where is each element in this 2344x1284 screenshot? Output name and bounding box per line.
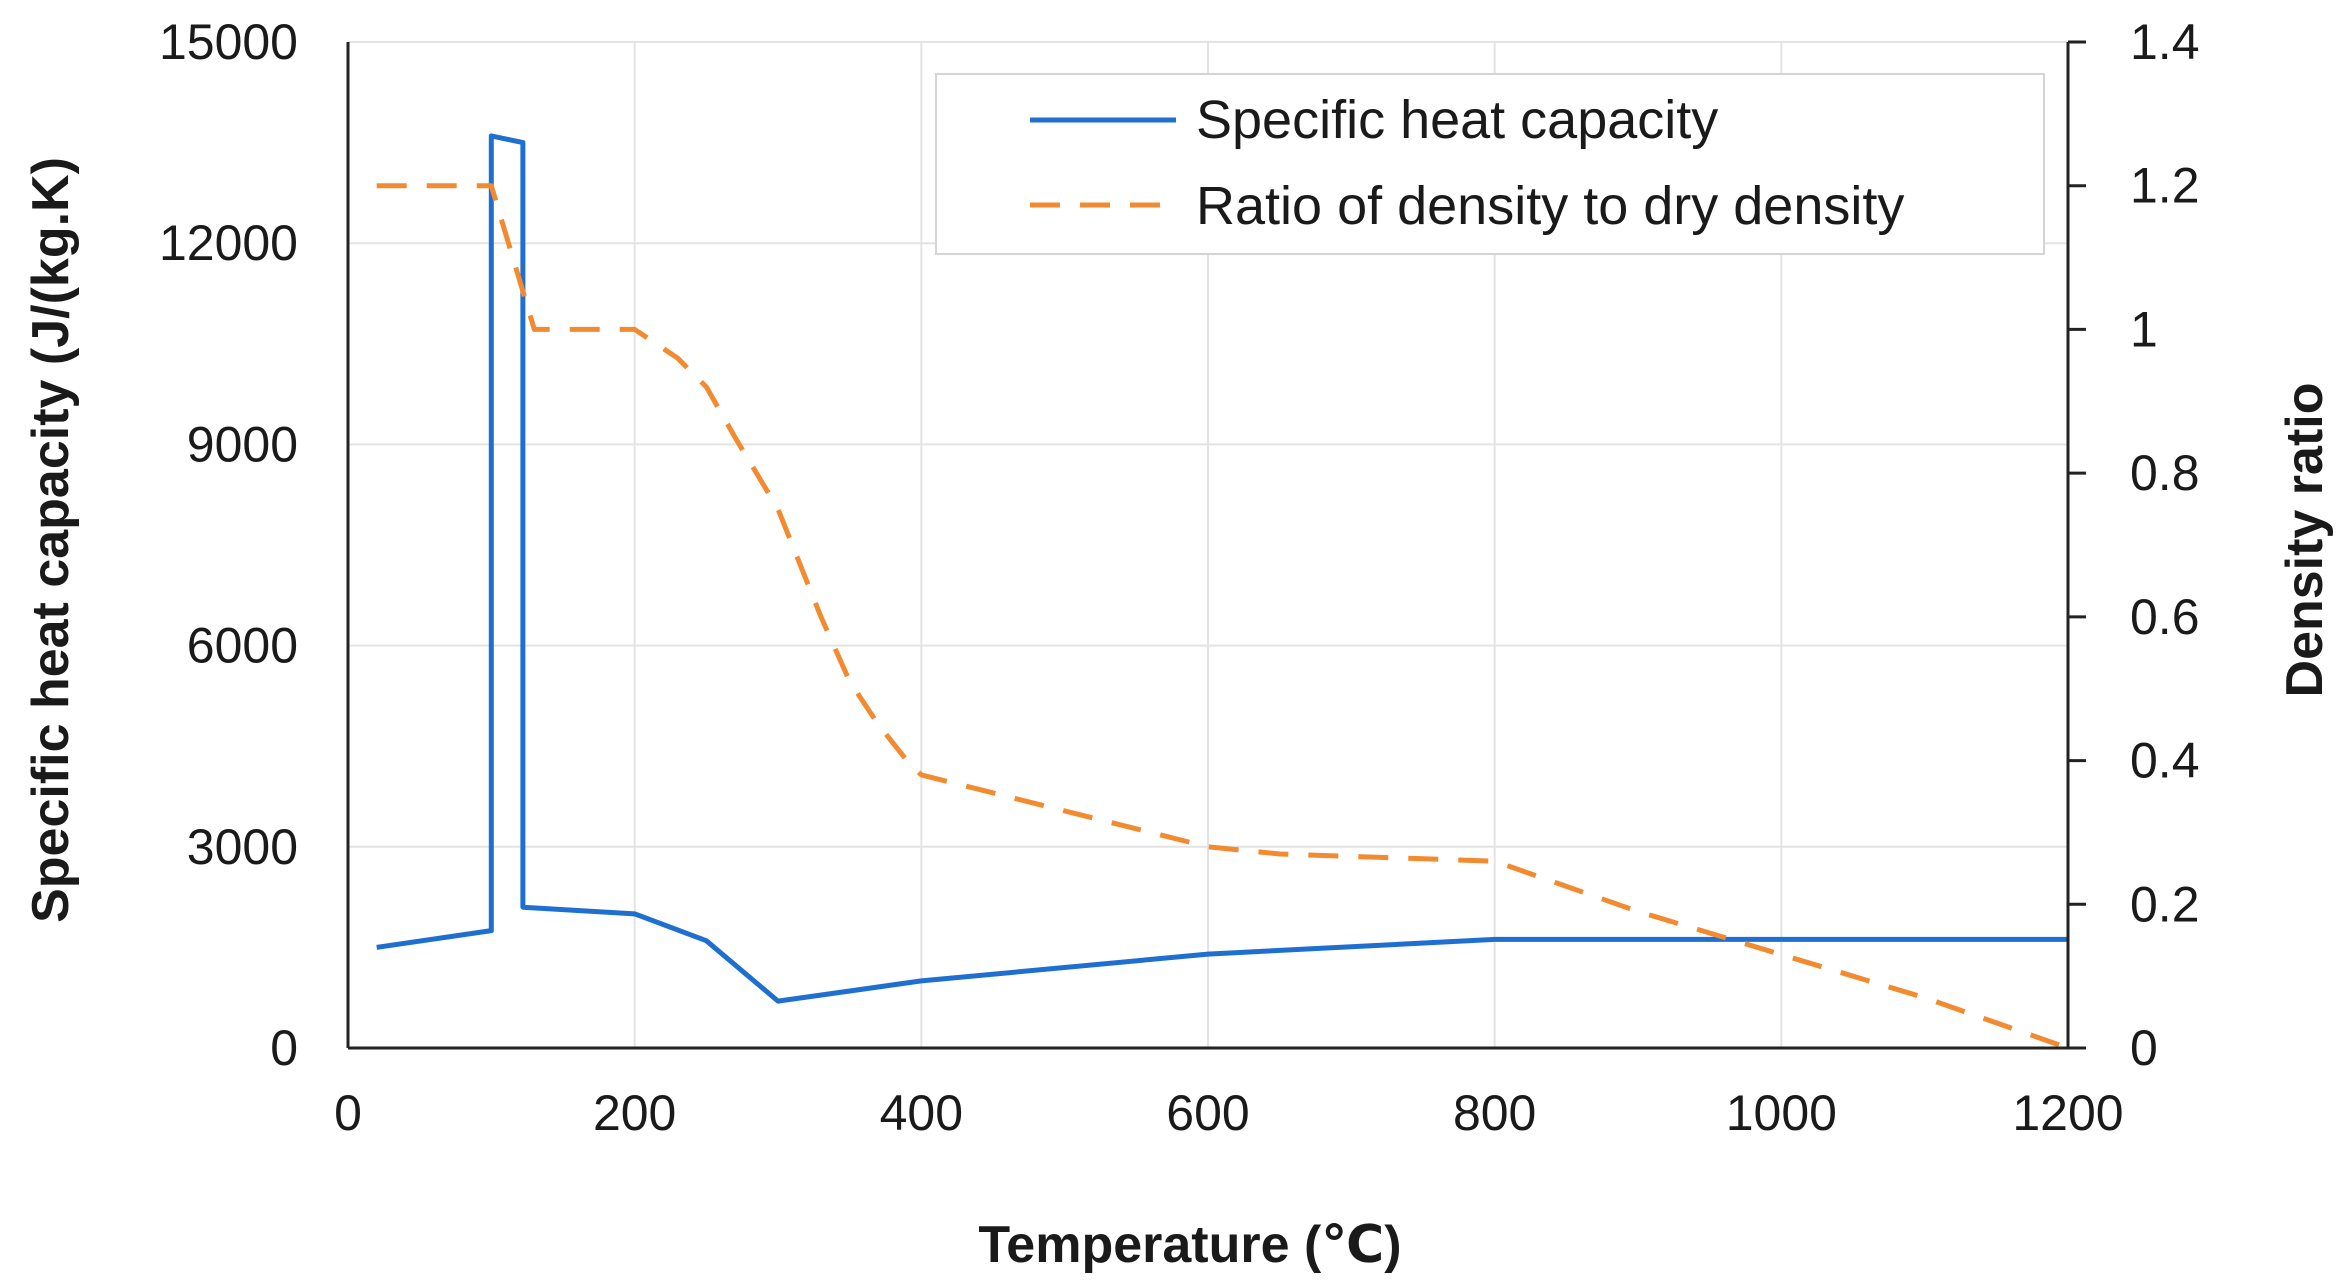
legend-label-density-ratio: Ratio of density to dry density: [1196, 176, 1904, 236]
y-axis-left-title: Specific heat capacity (J/(kg.K): [22, 157, 80, 923]
y2-tick-label: 1: [2130, 301, 2158, 357]
x-tick-label: 1200: [2012, 1085, 2123, 1141]
legend: Specific heat capacity Ratio of density …: [935, 73, 2045, 255]
y-tick-label: 0: [270, 1020, 298, 1076]
y-tick-label: 6000: [187, 618, 298, 674]
y2-tick-label: 0.4: [2130, 733, 2200, 789]
x-tick-label: 400: [880, 1085, 963, 1141]
tick-labels: 0 200 400 600 800 1000 12000300060009000120001…: [159, 14, 2200, 1141]
legend-label-specific-heat: Specific heat capacity: [1196, 90, 1718, 150]
y2-tick-label: 1.4: [2130, 14, 2200, 70]
y2-tick-label: 0.6: [2130, 589, 2200, 645]
x-tick-label: 1000: [1726, 1085, 1837, 1141]
x-axis-title: Temperature (℃): [978, 1216, 1401, 1274]
y2-tick-label: 0.8: [2130, 445, 2200, 501]
series-lines: [376, 133, 2069, 1051]
series-line-specific-heat: [376, 133, 2068, 1004]
y-tick-label: 9000: [187, 416, 298, 472]
x-tick-label: 600: [1166, 1085, 1249, 1141]
y2-tick-label: 0.2: [2130, 876, 2200, 932]
x-tick-label: 0: [334, 1085, 362, 1141]
x-tick-label: 800: [1453, 1085, 1536, 1141]
y-tick-label: 3000: [187, 819, 298, 875]
y2-tick-label: 0: [2130, 1020, 2158, 1076]
y-tick-label: 12000: [159, 215, 298, 271]
legend-box: [935, 73, 2045, 255]
axes: [346, 40, 2086, 1050]
x-tick-label: 200: [593, 1085, 676, 1141]
y2-tick-label: 1.2: [2130, 158, 2200, 214]
y-tick-label: 15000: [159, 14, 298, 70]
series-line-density-ratio: [376, 183, 2069, 1051]
y-axis-right-title: Density ratio: [2276, 383, 2334, 698]
